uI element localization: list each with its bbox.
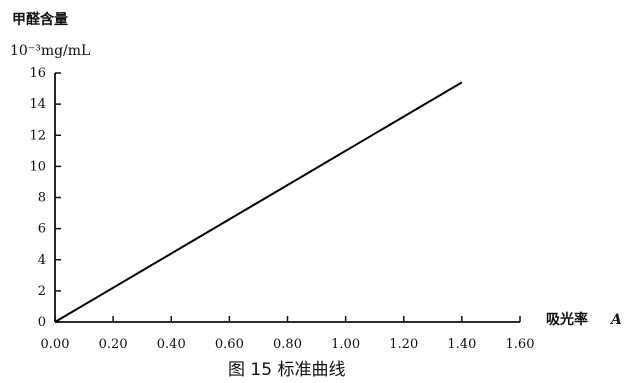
- figure-caption: 图 15 标准曲线: [228, 360, 345, 380]
- x-tick-label: 0.60: [215, 337, 244, 352]
- x-tick-label: 0.00: [41, 337, 70, 352]
- y-tick-label: 0: [38, 315, 46, 330]
- y-axis-title: 甲醛含量: [12, 11, 68, 28]
- y-tick-label: 16: [29, 66, 46, 81]
- x-tick-label: 1.00: [331, 337, 360, 352]
- y-tick-label: 8: [38, 191, 46, 206]
- x-tick-label: 0.80: [273, 337, 302, 352]
- x-axis-symbol: A: [609, 312, 622, 328]
- plot-series: [54, 81, 463, 323]
- x-axis-ticks: 0.00 0.20 0.40 0.60 0.80 1.00 1.20 1.40 1.60: [41, 316, 535, 352]
- y-axis-ticks: 0 2 4 6 8 10 12 14 16: [29, 66, 61, 330]
- y-axis-unit: 10⁻³mg/mL: [10, 43, 90, 59]
- y-tick-label: 2: [38, 284, 46, 299]
- y-tick-label: 4: [38, 253, 46, 268]
- y-tick-label: 14: [29, 97, 46, 112]
- x-tick-label: 1.20: [389, 337, 418, 352]
- x-axis-title: 吸光率: [546, 311, 588, 328]
- x-tick-label: 0.40: [157, 337, 186, 352]
- y-tick-label: 10: [29, 159, 46, 174]
- x-tick-label: 1.60: [506, 337, 535, 352]
- standard-curve-line: [54, 81, 463, 323]
- x-tick-label: 0.20: [99, 337, 128, 352]
- x-tick-label: 1.40: [447, 337, 476, 352]
- y-tick-label: 6: [38, 222, 46, 237]
- y-tick-label: 12: [29, 128, 46, 143]
